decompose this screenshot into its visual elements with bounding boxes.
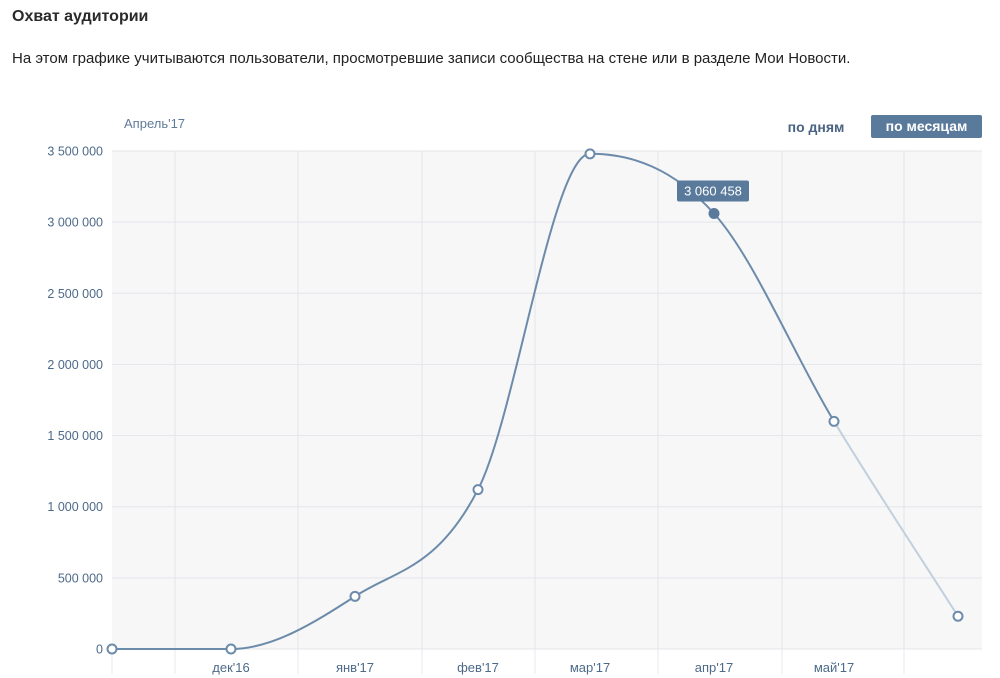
y-tick-label: 1 500 000 bbox=[47, 429, 103, 443]
y-tick-label: 2 500 000 bbox=[47, 287, 103, 301]
period-label: Апрель'17 bbox=[124, 116, 186, 131]
plot-area bbox=[112, 151, 982, 649]
data-point bbox=[952, 610, 964, 622]
data-point bbox=[225, 643, 237, 655]
chart-description: На этом графике учитываются пользователи… bbox=[12, 50, 851, 67]
x-tick-label: апр'17 bbox=[695, 660, 733, 675]
data-point bbox=[472, 484, 484, 496]
y-tick-label: 1 000 000 bbox=[47, 500, 103, 514]
y-tick-label: 3 000 000 bbox=[47, 216, 103, 230]
x-tick-label: мар'17 bbox=[570, 660, 610, 675]
by-days-button[interactable]: по дням bbox=[787, 119, 845, 135]
data-point bbox=[349, 590, 361, 602]
data-point bbox=[106, 643, 118, 655]
series-line bbox=[112, 152, 835, 650]
y-tick-label: 500 000 bbox=[58, 571, 103, 585]
page-title: Охват аудитории bbox=[12, 8, 149, 25]
data-point-active bbox=[708, 208, 720, 220]
series-line-partial bbox=[833, 420, 959, 617]
y-tick-label: 2 000 000 bbox=[47, 358, 103, 372]
data-point bbox=[828, 415, 840, 427]
y-tick-label: 0 bbox=[96, 643, 103, 657]
x-tick-label: май'17 bbox=[814, 660, 854, 675]
x-tick-label: дек'16 bbox=[212, 660, 249, 675]
y-tick-label: 3 500 000 bbox=[47, 145, 103, 159]
by-months-button[interactable]: по месяцам bbox=[871, 115, 982, 138]
data-point bbox=[584, 148, 596, 160]
x-tick-label: фев'17 bbox=[457, 660, 499, 675]
value-tooltip bbox=[677, 180, 749, 202]
tooltip-value: 3 060 458 bbox=[684, 184, 742, 199]
x-tick-label: янв'17 bbox=[336, 660, 374, 675]
